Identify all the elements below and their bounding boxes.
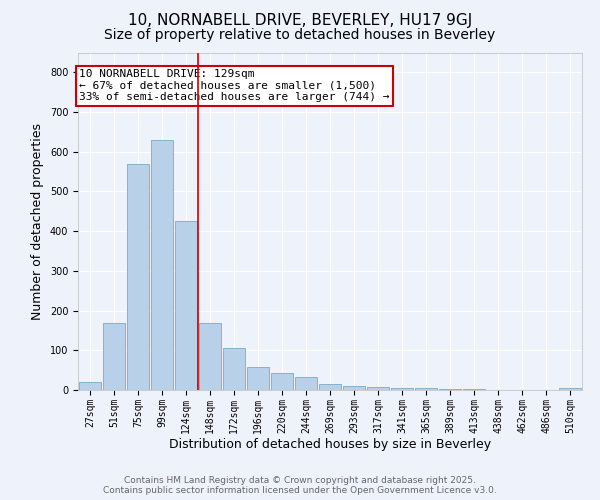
Bar	[175, 221, 197, 390]
Text: Contains HM Land Registry data © Crown copyright and database right 2025.
Contai: Contains HM Land Registry data © Crown c…	[103, 476, 497, 495]
Bar	[415, 388, 437, 390]
Bar	[295, 378, 317, 390]
Bar	[559, 388, 581, 390]
Bar	[319, 384, 341, 390]
Bar	[439, 389, 461, 390]
Bar	[343, 386, 365, 390]
Bar	[367, 387, 389, 390]
Bar	[151, 140, 173, 390]
X-axis label: Distribution of detached houses by size in Beverley: Distribution of detached houses by size …	[169, 438, 491, 452]
Text: 10 NORNABELL DRIVE: 129sqm
← 67% of detached houses are smaller (1,500)
33% of s: 10 NORNABELL DRIVE: 129sqm ← 67% of deta…	[79, 69, 390, 102]
Bar	[79, 382, 101, 390]
Bar	[223, 348, 245, 390]
Bar	[463, 389, 485, 390]
Text: Size of property relative to detached houses in Beverley: Size of property relative to detached ho…	[104, 28, 496, 42]
Y-axis label: Number of detached properties: Number of detached properties	[31, 122, 44, 320]
Bar	[391, 388, 413, 390]
Text: 10, NORNABELL DRIVE, BEVERLEY, HU17 9GJ: 10, NORNABELL DRIVE, BEVERLEY, HU17 9GJ	[128, 12, 472, 28]
Bar	[103, 322, 125, 390]
Bar	[271, 374, 293, 390]
Bar	[247, 368, 269, 390]
Bar	[127, 164, 149, 390]
Bar	[199, 322, 221, 390]
